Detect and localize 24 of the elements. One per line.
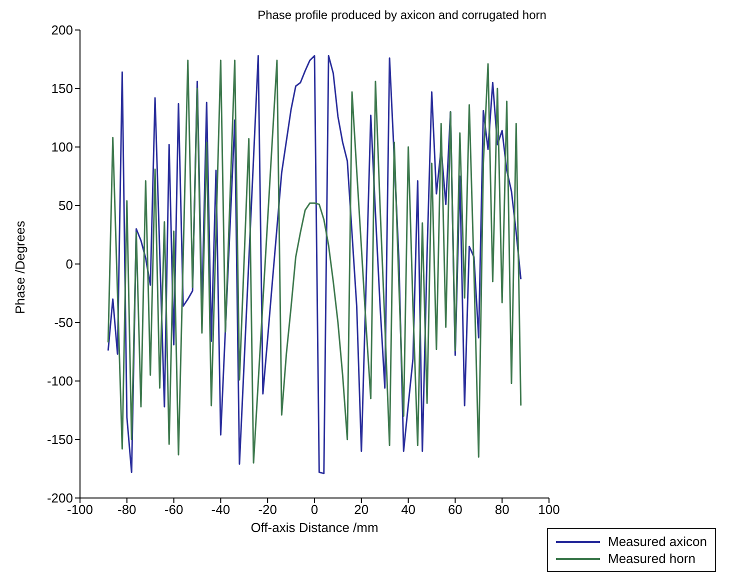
x-tick-label: 0 [310, 502, 318, 518]
x-tick-label: -40 [211, 502, 230, 518]
y-tick-label: -50 [54, 315, 73, 330]
x-tick-label: 20 [354, 502, 369, 518]
y-tick-label: 0 [66, 256, 73, 272]
legend-label: Measured horn [608, 550, 696, 567]
x-tick-label: -80 [118, 502, 136, 518]
y-tick-label: -100 [46, 374, 73, 389]
legend-label: Measured axicon [608, 533, 707, 550]
y-tick-label: 100 [51, 140, 73, 155]
y-tick-label: -200 [46, 490, 73, 506]
x-tick-label: 40 [401, 502, 416, 518]
x-axis-title: Off-axis Distance /mm [250, 520, 378, 535]
x-tick-label: 60 [448, 502, 462, 518]
y-tick-label: 200 [51, 22, 73, 38]
y-tick-label: -150 [46, 432, 73, 448]
x-tick-label: 80 [494, 502, 510, 518]
y-tick-label: 50 [58, 198, 73, 214]
y-tick-label: 150 [51, 81, 73, 96]
x-tick-label: 100 [538, 502, 560, 518]
x-tick-label: -60 [164, 502, 184, 518]
y-axis-title: Phase /Degrees [12, 220, 28, 314]
x-tick-label: -20 [258, 502, 277, 518]
chart-title: Phase profile produced by axicon and corrugated horn [256, 8, 548, 24]
